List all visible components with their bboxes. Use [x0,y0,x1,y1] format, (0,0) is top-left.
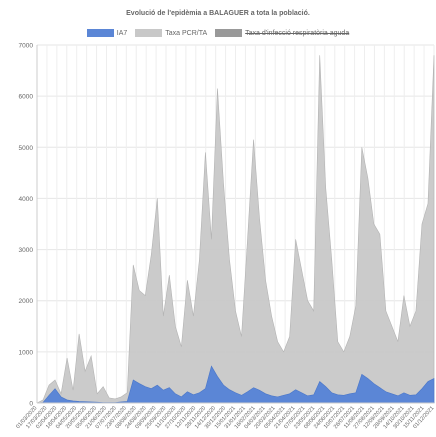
legend-label-ia7: IA7 [116,29,128,37]
y-tick-label: 3000 [19,247,34,254]
legend-item-taxa-pcr[interactable]: Taxa PCR/TA [135,29,207,37]
legend-label-taxa-ira: Taxa d'infecció respiratòria aguda [245,29,350,37]
legend-swatch-taxa-pcr [135,29,163,37]
series-area-ia7 [36,365,435,404]
legend: IA7 Taxa PCR/TA Taxa d'infecció respirat… [0,29,436,37]
legend-item-ia7[interactable]: IA7 [86,29,128,37]
chart-title: Evolució de l'epidèmia a BALAGUER a tota… [126,10,310,17]
y-tick-label: 5000 [19,145,34,152]
legend-label-taxa-pcr: Taxa PCR/TA [165,29,208,37]
y-tick-label: 1000 [19,349,34,356]
legend-item-taxa-ira[interactable]: Taxa d'infecció respiratòria aguda [215,29,349,37]
series-area-taxa-pcr [36,55,435,404]
legend-swatch-ia7 [86,29,114,37]
y-tick-label: 0 [29,401,33,408]
y-tick-label: 4000 [19,196,34,203]
y-tick-label: 6000 [19,94,34,101]
y-tick-label: 7000 [19,43,34,50]
legend-swatch-taxa-ira [215,29,243,37]
y-tick-label: 2000 [19,298,34,305]
